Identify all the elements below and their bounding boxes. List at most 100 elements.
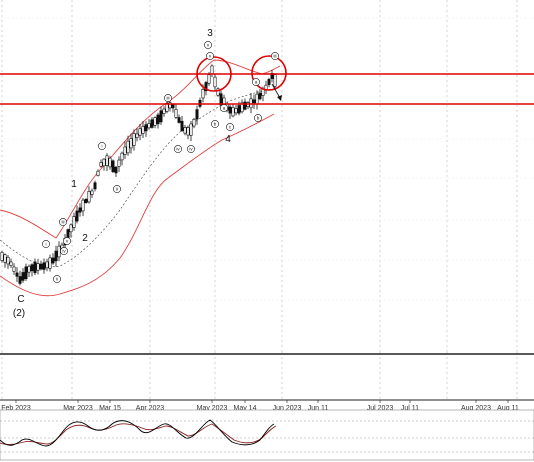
grid xyxy=(0,0,534,401)
candle-body xyxy=(81,199,85,212)
candle-body xyxy=(45,261,49,269)
highlight-circle xyxy=(196,56,232,92)
candle-body xyxy=(54,250,58,262)
candle-body xyxy=(144,124,148,132)
sub-wave-label: b xyxy=(257,116,260,121)
candle-body xyxy=(69,224,73,233)
candle-body xyxy=(132,133,136,146)
sub-wave-circle xyxy=(206,52,214,60)
sub-wave-label: iv xyxy=(176,147,180,152)
candle-body xyxy=(228,106,232,114)
projection-arrow xyxy=(271,83,281,99)
wave-label: 3 xyxy=(207,28,213,39)
candle-body xyxy=(111,160,115,173)
sub-wave-label: v xyxy=(207,43,210,48)
candle-body xyxy=(183,127,187,134)
candle-body xyxy=(48,257,52,269)
candle-body xyxy=(231,107,235,117)
candle-body xyxy=(201,89,205,99)
candle-body xyxy=(102,158,106,167)
candle-body xyxy=(129,138,133,149)
candle-body xyxy=(39,263,43,270)
x-tick-label: Mar 2023 xyxy=(63,405,93,412)
candle-body xyxy=(87,191,91,203)
candle-body xyxy=(84,199,88,203)
candle-body xyxy=(153,117,157,126)
sub-wave-circle xyxy=(60,247,68,255)
candle-body xyxy=(258,92,262,100)
candle-body xyxy=(9,261,13,266)
candle-body xyxy=(168,102,172,109)
sub-wave-circle xyxy=(254,114,262,122)
envelope-upper xyxy=(0,59,281,239)
candle-body xyxy=(159,110,163,123)
candle-body xyxy=(195,109,199,120)
sub-wave-circle xyxy=(63,237,71,245)
candle-body xyxy=(243,101,247,110)
sub-wave-label: b xyxy=(214,122,217,127)
candle-body xyxy=(99,162,103,167)
sub-wave-circle xyxy=(174,145,182,153)
candle-body xyxy=(162,108,166,114)
candle-body xyxy=(51,257,55,264)
x-tick-label: May 2023 xyxy=(197,405,228,412)
candle-body xyxy=(240,102,244,113)
candle-body xyxy=(42,262,46,270)
candle-body xyxy=(177,117,181,123)
oscillator-main-line xyxy=(0,419,275,447)
candle-body xyxy=(216,88,220,96)
candles xyxy=(0,64,277,286)
candle-body xyxy=(189,123,193,136)
sub-wave-circle xyxy=(53,275,61,283)
wave-label: (2) xyxy=(13,308,25,319)
wave-label: C xyxy=(17,294,24,305)
sub-wave-label: v xyxy=(66,239,69,244)
x-tick-label: Jul 11 xyxy=(401,405,419,412)
candle-body xyxy=(6,256,10,265)
sub-wave-label: i xyxy=(46,242,47,247)
candle-body xyxy=(15,272,19,277)
sub-wave-label: iii xyxy=(62,220,65,225)
candle-body xyxy=(213,76,217,88)
candle-body xyxy=(3,254,7,263)
candle-body xyxy=(180,120,184,132)
candle-body xyxy=(78,207,82,213)
sub-wave-circle xyxy=(42,240,50,248)
sub-wave-circle xyxy=(220,104,228,112)
x-tick-label: Mar 15 xyxy=(99,405,121,412)
candle-body xyxy=(18,276,22,284)
wave-label: 2 xyxy=(82,233,88,244)
candle-body xyxy=(21,272,25,281)
candle-body xyxy=(57,245,61,258)
candle-body xyxy=(120,152,124,161)
sub-wave-circle xyxy=(113,185,121,193)
candle-body xyxy=(261,88,265,96)
candle-body xyxy=(237,105,241,114)
candle-body xyxy=(135,133,139,138)
candle-body xyxy=(33,261,37,274)
candle-body xyxy=(147,123,151,129)
envelope-lower xyxy=(0,113,275,297)
candle-body xyxy=(93,182,97,190)
candle-body xyxy=(117,159,121,167)
candle-body xyxy=(30,264,34,272)
candle-body xyxy=(90,190,94,195)
candle-body xyxy=(105,155,109,166)
candle-body xyxy=(75,210,79,222)
candle-body xyxy=(273,74,277,87)
oscillator-panel xyxy=(0,409,534,461)
candle-body xyxy=(174,109,178,118)
sub-wave-label: ii xyxy=(116,187,118,192)
candle-body xyxy=(192,119,196,127)
candle-body xyxy=(171,104,175,109)
sub-wave-circle xyxy=(98,142,106,150)
candle-body xyxy=(123,146,127,155)
sub-wave-label: c xyxy=(229,125,232,130)
sub-wave-circle xyxy=(226,123,234,131)
candle-body xyxy=(234,108,238,114)
candle-body xyxy=(150,119,154,128)
sub-wave-label: v xyxy=(209,54,212,59)
wave-label: 4 xyxy=(225,134,231,145)
sub-wave-label: iii xyxy=(274,54,277,59)
